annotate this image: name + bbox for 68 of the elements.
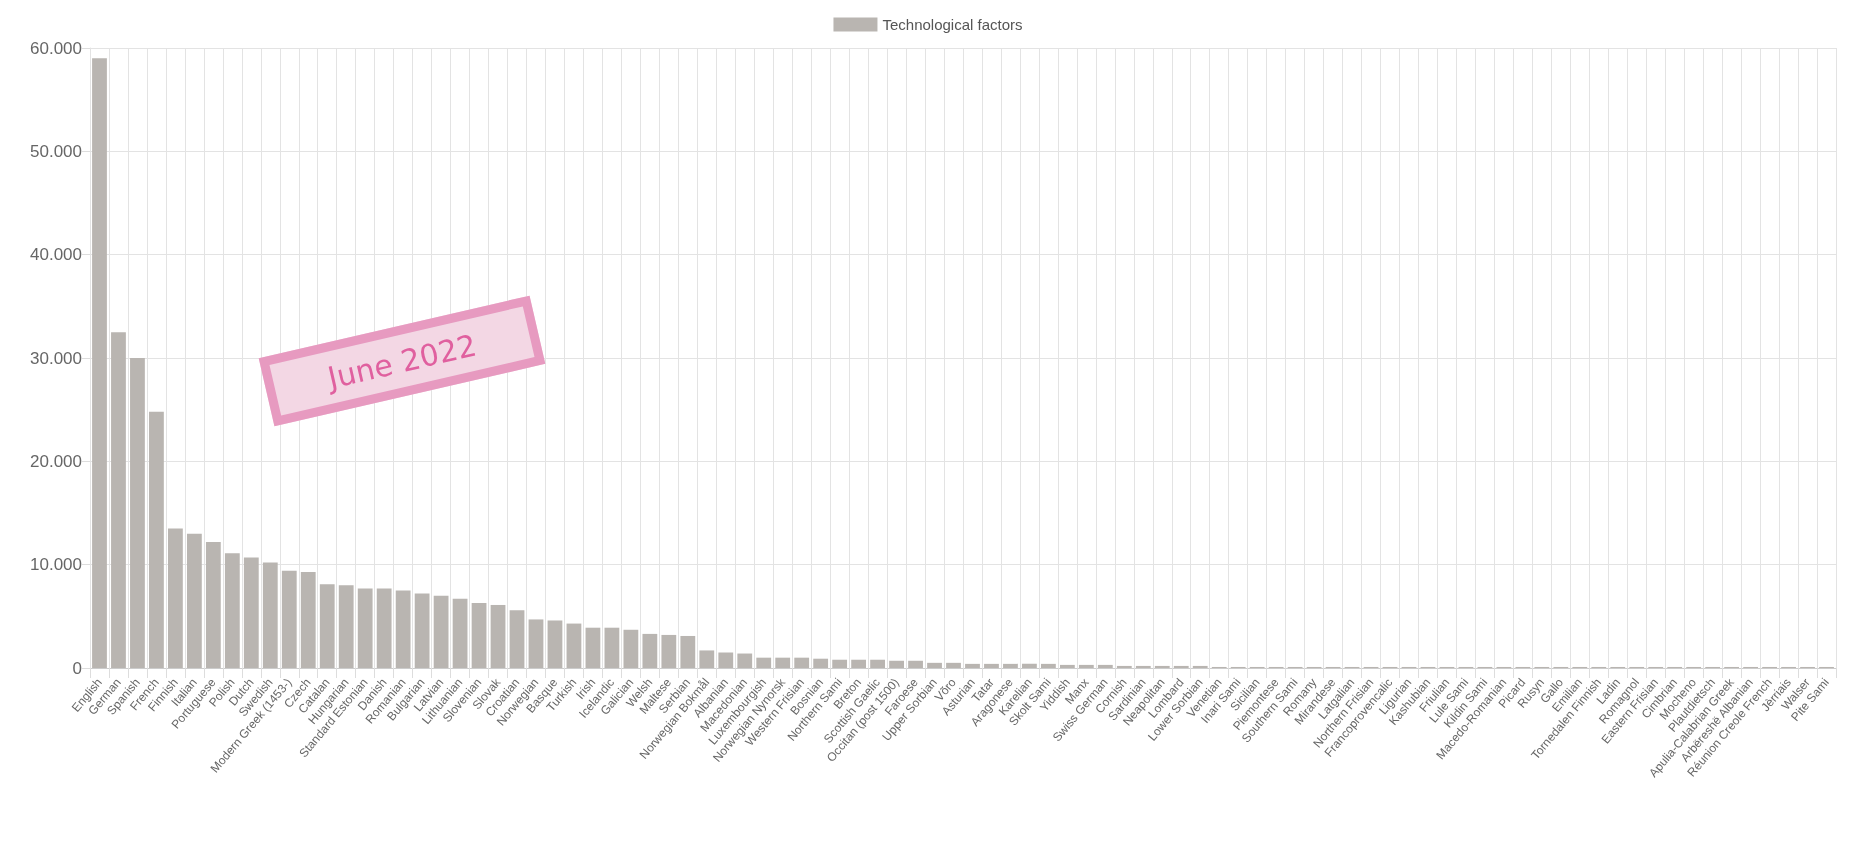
bar: [623, 629, 639, 668]
bar: [395, 590, 411, 668]
bar: [1041, 663, 1056, 668]
bar: [775, 657, 791, 668]
bar: [870, 659, 885, 668]
bar: [699, 650, 715, 668]
bar: [642, 633, 658, 668]
bar: [111, 332, 126, 668]
bar: [490, 604, 506, 668]
bar: [661, 634, 677, 668]
y-tick-label: 40.000: [30, 245, 82, 265]
bar: [509, 610, 525, 668]
y-tick-label: 20.000: [30, 451, 82, 471]
bar: [452, 598, 468, 668]
bar: [149, 411, 164, 668]
bar: [414, 593, 430, 668]
bar: [680, 635, 696, 668]
bar: [338, 585, 354, 668]
bar: [813, 658, 829, 668]
bar: [357, 588, 373, 668]
bar: [1003, 663, 1018, 668]
bar: [604, 627, 620, 668]
bar: [243, 557, 259, 668]
bar: [130, 358, 145, 668]
bar: [319, 584, 335, 668]
bar: [262, 562, 278, 668]
y-tick-label: 30.000: [30, 348, 82, 368]
bar: [756, 657, 772, 668]
bar: [92, 58, 107, 668]
bar: [832, 659, 848, 668]
bar: [1097, 664, 1113, 668]
bar: [566, 623, 582, 668]
bar: [376, 588, 392, 668]
bar: [889, 660, 904, 668]
bar: [168, 528, 183, 668]
bar: [224, 553, 240, 668]
bar: [718, 652, 734, 668]
bar: [1135, 665, 1151, 668]
bar: [433, 595, 449, 668]
bar: [1116, 665, 1132, 668]
bar: [547, 620, 563, 668]
bar: [851, 659, 867, 668]
bar: [1154, 665, 1170, 668]
bar: [927, 662, 942, 668]
bar: [1192, 665, 1208, 668]
y-tick-label: 0: [72, 658, 82, 678]
bar: [205, 541, 221, 668]
bar: [965, 663, 980, 668]
stamp-frame: June 2022: [258, 295, 546, 427]
bar: [300, 571, 316, 668]
y-tick-label: 60.000: [30, 38, 82, 58]
bar: [281, 570, 297, 668]
bar: [186, 533, 202, 668]
bar: [794, 657, 810, 668]
legend-label: Technological factors: [882, 16, 1023, 33]
y-tick-label: 10.000: [30, 555, 82, 575]
bar: [984, 663, 999, 668]
bar: [1059, 664, 1075, 668]
bar: [946, 662, 961, 668]
bar: [908, 660, 923, 668]
y-tick-label: 50.000: [30, 141, 82, 161]
bar: [585, 627, 601, 668]
bar: [1022, 663, 1037, 668]
bar: [528, 619, 544, 668]
bar: [1078, 664, 1094, 668]
bar: [737, 653, 753, 668]
bar: [1173, 665, 1189, 668]
bar: [471, 602, 487, 668]
